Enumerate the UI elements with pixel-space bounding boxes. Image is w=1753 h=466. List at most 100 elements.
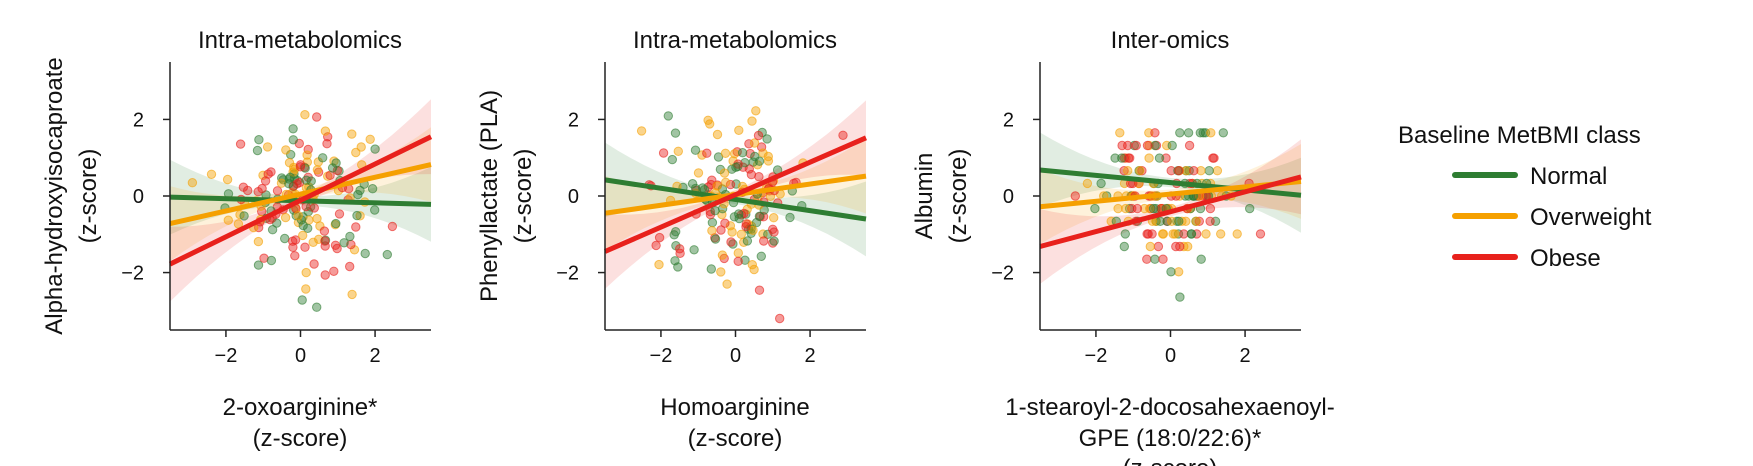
data-point-overweight xyxy=(1232,229,1242,239)
data-point-overweight xyxy=(673,146,683,157)
panel-1-regression-lines xyxy=(168,134,433,267)
data-point-obese xyxy=(301,201,311,212)
data-point-normal xyxy=(1150,140,1160,151)
data-point-obese xyxy=(320,236,330,246)
data-point-normal xyxy=(1174,216,1184,227)
data-point-overweight xyxy=(1115,128,1125,138)
panel-2-x-label-line-2: (z-score) xyxy=(688,425,783,452)
data-point-overweight xyxy=(356,142,366,152)
data-point-overweight xyxy=(1135,166,1145,176)
data-point-normal xyxy=(360,248,370,259)
data-point-normal xyxy=(1198,128,1208,138)
data-point-overweight xyxy=(1181,216,1191,227)
data-point-obese xyxy=(1205,216,1215,227)
panel-3-regression-lines xyxy=(1039,167,1302,249)
data-point-obese xyxy=(1255,229,1266,239)
panel-3: Inter-omics −2 0 2 −2 0 2 1-stearoyl-2-docosa… xyxy=(911,27,1335,466)
data-point-normal xyxy=(1200,128,1211,138)
data-point-overweight xyxy=(719,168,730,178)
regression-line-obese xyxy=(1039,174,1302,249)
data-point-obese xyxy=(329,266,339,276)
data-point-normal xyxy=(266,255,277,266)
data-point-obese xyxy=(746,169,757,180)
data-point-overweight xyxy=(281,145,291,155)
data-point-overweight xyxy=(320,126,331,136)
panel-2-title: Intra-metabolomics xyxy=(633,27,837,54)
data-point-overweight xyxy=(298,230,308,241)
data-point-obese xyxy=(716,225,726,235)
data-point-normal xyxy=(1154,153,1165,163)
data-point-overweight xyxy=(1183,241,1193,252)
data-point-normal xyxy=(1218,128,1229,138)
data-point-overweight xyxy=(347,129,357,139)
data-point-normal xyxy=(707,217,718,228)
data-point-overweight xyxy=(712,129,723,140)
data-point-normal xyxy=(669,230,679,240)
data-point-normal xyxy=(288,135,298,145)
y-tick-label: 0 xyxy=(133,186,144,208)
data-point-overweight xyxy=(758,148,768,158)
data-point-normal xyxy=(1175,292,1185,302)
legend-title: Baseline MetBMI class xyxy=(1398,122,1641,149)
data-point-overweight xyxy=(355,211,365,221)
data-point-obese xyxy=(309,203,319,213)
data-point-obese xyxy=(320,270,330,280)
data-point-normal xyxy=(785,212,795,223)
data-point-obese xyxy=(651,240,661,251)
data-point-overweight xyxy=(1174,267,1184,277)
data-point-obese xyxy=(768,224,778,235)
data-point-overweight xyxy=(284,158,295,168)
data-point-overweight xyxy=(1113,203,1123,214)
data-point-overweight xyxy=(693,168,704,178)
panel-3-y-label-line-1: Albumin xyxy=(911,153,938,240)
data-point-obese xyxy=(1131,140,1141,151)
data-point-obese xyxy=(290,251,300,261)
data-point-overweight xyxy=(721,177,731,188)
data-point-obese xyxy=(1123,140,1133,151)
data-point-normal xyxy=(367,184,378,194)
data-point-overweight xyxy=(758,229,768,239)
data-point-overweight xyxy=(312,213,322,224)
data-point-obese xyxy=(312,112,322,122)
data-point-obese xyxy=(288,181,299,191)
data-point-obese xyxy=(260,176,271,186)
data-point-obese xyxy=(300,242,310,252)
data-point-normal xyxy=(762,134,772,144)
data-point-overweight xyxy=(312,165,323,175)
data-point-obese xyxy=(753,130,764,141)
data-point-overweight xyxy=(222,174,233,185)
panel-1-points xyxy=(187,110,398,312)
data-point-overweight xyxy=(206,169,217,180)
data-point-normal xyxy=(252,145,263,156)
data-point-obese xyxy=(733,256,743,266)
data-point-normal xyxy=(1090,203,1100,214)
legend-label-overweight: Overweight xyxy=(1530,204,1652,231)
data-point-normal xyxy=(1186,229,1197,239)
data-point-obese xyxy=(332,243,342,254)
data-point-normal xyxy=(353,189,363,200)
data-point-normal xyxy=(742,236,753,246)
data-point-normal xyxy=(339,238,349,248)
data-point-obese xyxy=(323,132,333,142)
data-point-overweight xyxy=(733,248,743,258)
data-point-overweight xyxy=(290,164,300,174)
y-tick-label: 0 xyxy=(1003,186,1014,208)
data-point-overweight xyxy=(301,267,311,278)
data-point-normal xyxy=(1245,203,1255,214)
data-point-overweight xyxy=(1212,166,1223,176)
data-point-obese xyxy=(658,148,669,158)
y-tick-label: −2 xyxy=(121,263,144,285)
data-point-overweight xyxy=(349,245,360,255)
panel-1-x-label-line-1: 2-oxoarginine* xyxy=(223,394,378,421)
data-point-normal xyxy=(769,236,779,246)
panel-2: Intra-metabolomics −2 0 2 −2 0 2 Homoarginine… xyxy=(476,27,867,452)
data-point-normal xyxy=(710,234,721,244)
data-point-obese xyxy=(1119,166,1129,176)
x-tick-label: −2 xyxy=(1085,345,1108,367)
data-point-normal xyxy=(740,255,750,265)
data-point-normal xyxy=(370,205,380,215)
data-point-obese xyxy=(351,222,361,232)
panel-3-x-label-line-1: 1-stearoyl-2-docosahexaenoyl- xyxy=(1005,394,1335,421)
data-point-overweight xyxy=(736,229,746,240)
